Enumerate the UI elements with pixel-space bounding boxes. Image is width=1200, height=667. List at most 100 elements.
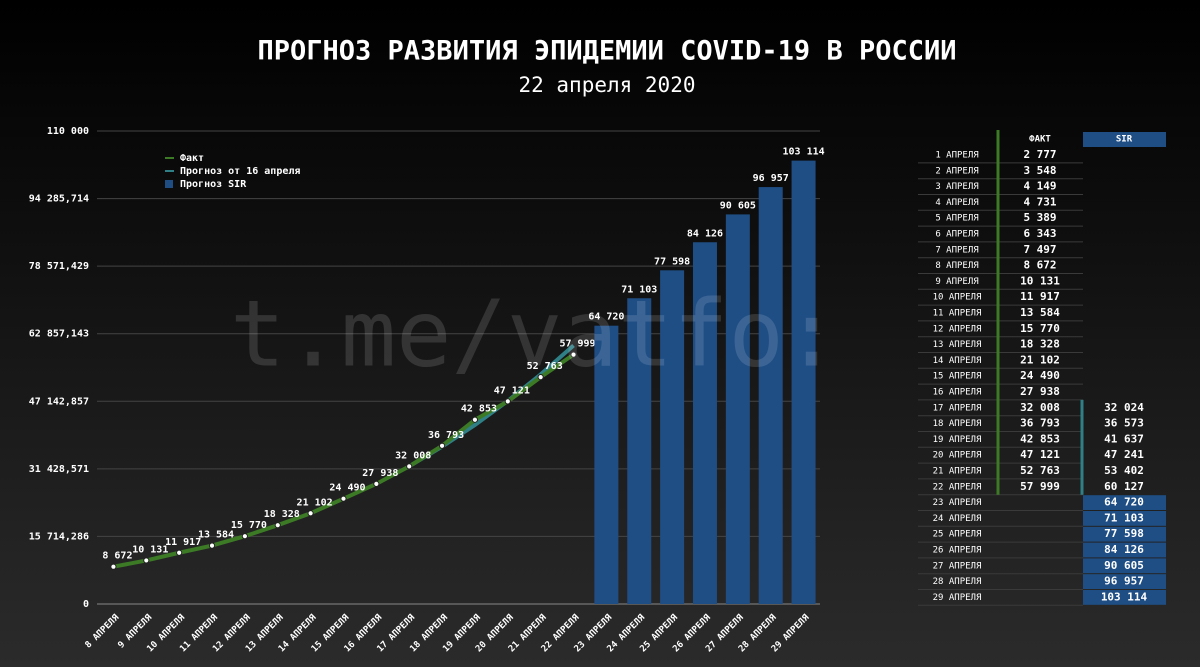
- row-label: 7 АПРЕЛЯ: [935, 245, 978, 255]
- fact-cell: 10 131: [1020, 274, 1060, 287]
- fact-cell: 11 917: [1020, 290, 1060, 303]
- data-label: 96 957: [753, 173, 789, 184]
- row-label: 11 АПРЕЛЯ: [933, 309, 982, 319]
- legend-swatch: [165, 180, 173, 188]
- data-label: 84 126: [687, 228, 723, 239]
- bar: [692, 242, 717, 605]
- fact-cell: 15 770: [1020, 322, 1060, 335]
- data-label: 13 584: [198, 530, 234, 541]
- data-label: 77 598: [654, 256, 690, 267]
- bar: [791, 160, 816, 604]
- fact-cell: 24 490: [1020, 369, 1060, 382]
- sir-cell: 36 573: [1104, 417, 1144, 430]
- point: [504, 398, 511, 405]
- fact-cell: 7 497: [1023, 243, 1056, 256]
- sir-cell: 32 024: [1104, 401, 1144, 414]
- bar: [660, 270, 685, 604]
- sir-cell: 47 241: [1104, 448, 1144, 461]
- data-label: 36 793: [428, 430, 464, 441]
- data-label: 47 121: [494, 385, 530, 396]
- header-cell: SIR: [1116, 135, 1133, 145]
- data-label: 21 102: [297, 497, 333, 508]
- sir-cell: 96 957: [1104, 575, 1144, 588]
- y-tick-label: 110 000: [47, 126, 89, 137]
- bar: [627, 298, 652, 604]
- sir-cell: 84 126: [1104, 543, 1144, 556]
- row-label: 15 АПРЕЛЯ: [933, 372, 982, 382]
- y-tick-label: 0: [83, 599, 89, 610]
- point: [110, 563, 117, 570]
- row-label: 26 АПРЕЛЯ: [933, 546, 982, 556]
- header-cell: ФАКТ: [1029, 135, 1051, 145]
- fact-cell: 36 793: [1020, 417, 1060, 430]
- legend-label: Факт: [180, 153, 204, 164]
- bar: [594, 325, 619, 604]
- sir-cell: 71 103: [1104, 511, 1144, 524]
- point: [340, 495, 347, 502]
- data-label: 11 917: [165, 537, 201, 548]
- row-label: 6 АПРЕЛЯ: [935, 230, 978, 240]
- point: [438, 442, 446, 449]
- fact-cell: 13 584: [1020, 306, 1060, 319]
- sir-cell: 53 402: [1104, 464, 1144, 477]
- plot: 0 15 714,286 31 428,571 47 142,857 62 857,14…: [29, 126, 825, 654]
- chart-title: ПРОГНОЗ РАЗВИТИЯ ЭПИДЕМИИ COVID-19 В РОС…: [258, 36, 957, 67]
- point: [307, 510, 314, 517]
- point: [406, 463, 413, 470]
- data-label: 103 114: [782, 147, 824, 158]
- row-label: 16 АПРЕЛЯ: [933, 388, 982, 398]
- point: [471, 416, 479, 423]
- row-label: 22 АПРЕЛЯ: [933, 482, 982, 492]
- y-tick-label: 94 285,714: [29, 194, 89, 205]
- data-label: 24 490: [329, 483, 365, 494]
- row-label: 2 АПРЕЛЯ: [935, 166, 978, 176]
- chart-subtitle: 22 апреля 2020: [518, 73, 695, 97]
- point: [176, 549, 183, 556]
- fact-cell: 52 763: [1020, 464, 1060, 477]
- watermark: t.me/vatfo:: [230, 280, 839, 387]
- cell-bg: [1083, 495, 1166, 510]
- row-label: 19 АПРЕЛЯ: [933, 435, 982, 445]
- y-tick-label: 62 857,143: [29, 329, 89, 340]
- row-label: 14 АПРЕЛЯ: [933, 356, 982, 366]
- point: [373, 480, 380, 487]
- cell-bg: [1083, 526, 1166, 542]
- sir-cell: 77 598: [1104, 527, 1144, 540]
- data-label: 27 938: [362, 468, 398, 479]
- data-label: 90 605: [720, 200, 756, 211]
- fact-cell: 47 121: [1020, 448, 1060, 461]
- row-label: 28 АПРЕЛЯ: [933, 577, 982, 587]
- row-label: 8 АПРЕЛЯ: [935, 261, 978, 271]
- row-label: 20 АПРЕЛЯ: [933, 451, 982, 461]
- row-label: 4 АПРЕЛЯ: [935, 198, 978, 208]
- row-label: 13 АПРЕЛЯ: [933, 340, 982, 350]
- sir-cell: 60 127: [1104, 480, 1144, 493]
- row-label: 17 АПРЕЛЯ: [933, 403, 982, 413]
- fact-cell: 6 343: [1023, 227, 1056, 240]
- y-tick-label: 15 714,286: [29, 531, 89, 542]
- y-tick-label: 47 142,857: [29, 396, 89, 407]
- row-label: 25 АПРЕЛЯ: [933, 530, 982, 540]
- table: ФАКТ SIR 1 АПРЕЛЯ 2 777 2 АПРЕЛЯ 3 548 3 АПРЕЛ…: [918, 130, 1166, 606]
- sir-cell: 41 637: [1104, 432, 1144, 445]
- cell-bg: [1083, 511, 1166, 526]
- data-label: 71 103: [621, 284, 657, 295]
- data-label: 42 853: [461, 404, 497, 415]
- point: [570, 351, 577, 358]
- fact-cell: 8 672: [1023, 259, 1056, 272]
- row-label: 10 АПРЕЛЯ: [933, 293, 982, 303]
- data-label: 18 328: [264, 509, 300, 520]
- fact-cell: 42 853: [1020, 432, 1060, 445]
- row-label: 12 АПРЕЛЯ: [933, 324, 982, 334]
- sir-cell: 103 114: [1101, 590, 1148, 603]
- header-bg: [1083, 132, 1166, 147]
- fact-cell: 4 149: [1023, 180, 1056, 193]
- row-label: 27 АПРЕЛЯ: [933, 561, 982, 571]
- row-label: 3 АПРЕЛЯ: [935, 182, 978, 192]
- point: [208, 542, 216, 549]
- cell-bg: [1083, 558, 1166, 574]
- data-label: 32 008: [395, 450, 431, 461]
- fact-cell: 57 999: [1020, 480, 1060, 493]
- row-label: 29 АПРЕЛЯ: [933, 593, 982, 603]
